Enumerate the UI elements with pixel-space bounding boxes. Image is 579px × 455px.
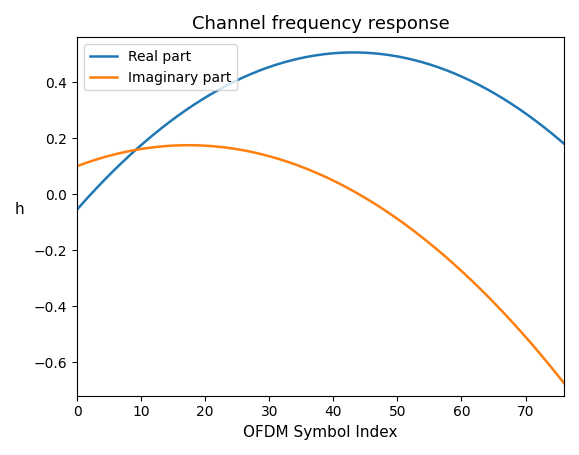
Imaginary part [516,328,523,334]
Real part [373,51,380,56]
Real part [75,205,82,210]
Real part [364,50,371,56]
Real part [74,207,80,212]
Imaginary part [75,163,82,168]
Line: Imaginary part: Imaginary part [77,145,564,383]
Imaginary part [365,197,372,202]
Real part [350,50,357,55]
Legend: Real part, Imaginary part: Real part, Imaginary part [84,44,237,91]
Imaginary part [486,295,493,300]
Imaginary part [560,380,567,386]
Imaginary part [373,202,380,208]
Imaginary part [184,142,191,148]
Real part [516,107,523,112]
Real part [560,141,567,147]
Title: Channel frequency response: Channel frequency response [192,15,449,33]
Imaginary part [74,163,80,169]
X-axis label: OFDM Symbol Index: OFDM Symbol Index [243,425,398,440]
Y-axis label: h: h [15,202,25,217]
Real part [365,50,372,56]
Line: Real part: Real part [77,52,564,210]
Real part [486,88,493,93]
Imaginary part [364,196,371,202]
